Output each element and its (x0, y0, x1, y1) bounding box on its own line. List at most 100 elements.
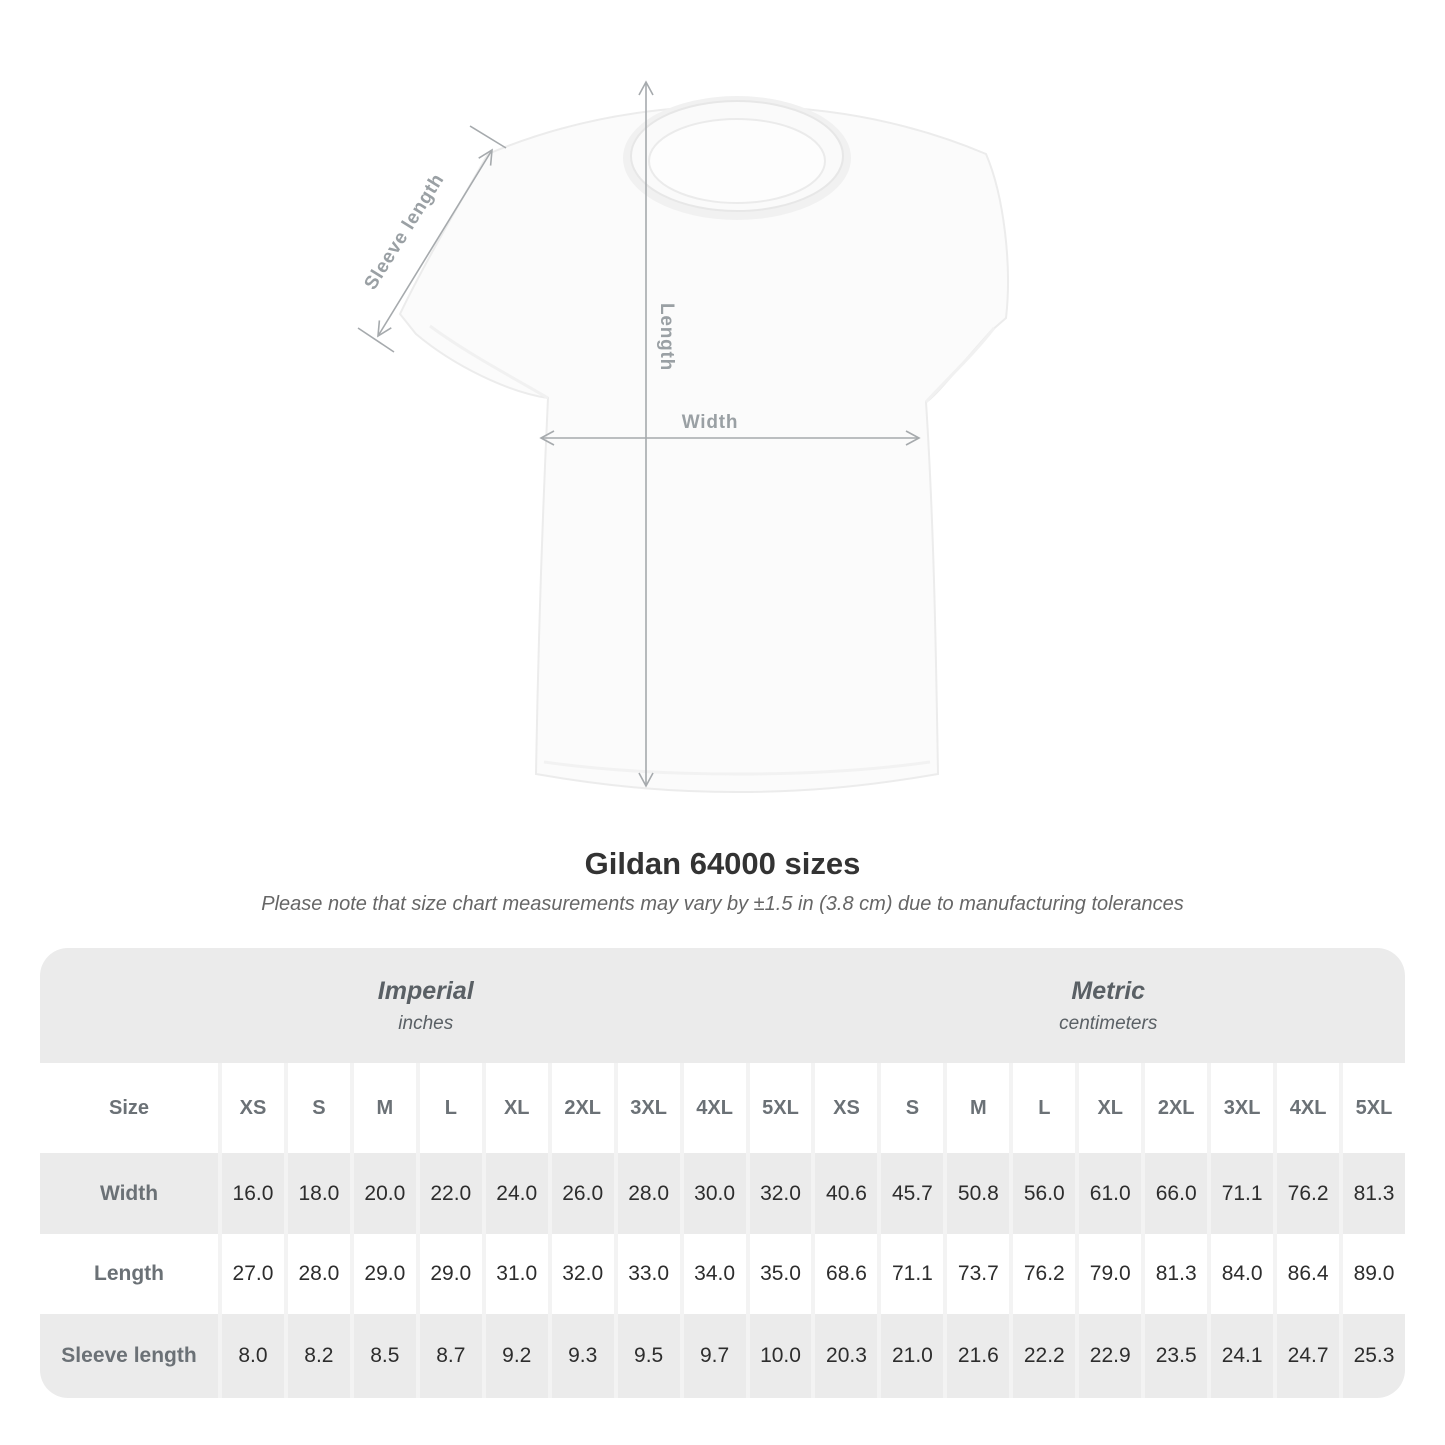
width-imperial-s: 18.0 (283, 1153, 350, 1234)
size-header-imperial-3xl: 3XL (613, 1063, 680, 1153)
length-metric-s: 71.1 (877, 1234, 944, 1314)
size-header-metric-l: L (1009, 1063, 1076, 1153)
width-arrow (539, 430, 921, 446)
sleeve-imperial-s: 8.2 (283, 1314, 350, 1398)
size-header-metric-2xl: 2XL (1141, 1063, 1208, 1153)
length-imperial-xs: 27.0 (218, 1234, 284, 1314)
length-imperial-2xl: 32.0 (547, 1234, 614, 1314)
size-header-imperial-l: L (415, 1063, 482, 1153)
sleeve-metric-xs: 20.3 (811, 1314, 878, 1398)
tolerance-note: Please note that size chart measurements… (261, 893, 1184, 915)
row-label-length: Length (40, 1234, 218, 1314)
sleeve-imperial-l: 8.7 (415, 1314, 482, 1398)
sleeve-metric-m: 21.6 (943, 1314, 1010, 1398)
length-metric-5xl: 89.0 (1339, 1234, 1405, 1314)
length-metric-4xl: 86.4 (1273, 1234, 1340, 1314)
shirt-left-sleeve-seam (429, 324, 549, 400)
shirt-body (398, 104, 1009, 794)
sleeve-metric-3xl: 24.1 (1207, 1314, 1274, 1398)
tshirt-graphic (357, 80, 1009, 794)
width-metric-4xl: 76.2 (1273, 1153, 1340, 1234)
length-metric-xs: 68.6 (811, 1234, 878, 1314)
imperial-unit: inches (398, 1012, 454, 1034)
sleeve-metric-xl: 22.9 (1075, 1314, 1142, 1398)
size-table: Imperial inches Metric centimeters Size … (40, 948, 1405, 1398)
sleeve-imperial-m: 8.5 (349, 1314, 416, 1398)
width-metric-s: 45.7 (877, 1153, 944, 1234)
width-imperial-l: 22.0 (415, 1153, 482, 1234)
sleeve-metric-l: 22.2 (1009, 1314, 1076, 1398)
shirt-right-sleeve-seam (924, 327, 996, 404)
sleeve-metric-s: 21.0 (877, 1314, 944, 1398)
length-imperial-5xl: 35.0 (745, 1234, 812, 1314)
dimension-tick-bottom (357, 327, 395, 353)
width-imperial-5xl: 32.0 (745, 1153, 812, 1234)
sleeve-length-arrow (357, 125, 507, 353)
size-header-metric-m: M (943, 1063, 1010, 1153)
width-metric-xs: 40.6 (811, 1153, 878, 1234)
width-imperial-2xl: 26.0 (547, 1153, 614, 1234)
metric-band: Metric centimeters (811, 948, 1405, 1063)
size-header-imperial-xl: XL (481, 1063, 548, 1153)
width-metric-2xl: 66.0 (1141, 1153, 1208, 1234)
length-metric-l: 76.2 (1009, 1234, 1076, 1314)
size-header-imperial-m: M (349, 1063, 416, 1153)
size-header-imperial-s: S (283, 1063, 350, 1153)
size-header-imperial-5xl: 5XL (745, 1063, 812, 1153)
metric-title: Metric (1071, 976, 1146, 1005)
length-label: Length (656, 302, 677, 372)
width-metric-5xl: 81.3 (1339, 1153, 1405, 1234)
sleeve-metric-4xl: 24.7 (1273, 1314, 1340, 1398)
size-header-metric-5xl: 5XL (1339, 1063, 1405, 1153)
width-metric-m: 50.8 (943, 1153, 1010, 1234)
sleeve-imperial-2xl: 9.3 (547, 1314, 614, 1398)
width-imperial-4xl: 30.0 (679, 1153, 746, 1234)
sleeve-imperial-3xl: 9.5 (613, 1314, 680, 1398)
length-arrow (638, 80, 654, 788)
row-label-sleeve-length: Sleeve length (40, 1314, 218, 1398)
row-label-width: Width (40, 1153, 218, 1234)
shirt-hem-shading (543, 760, 931, 776)
length-imperial-4xl: 34.0 (679, 1234, 746, 1314)
sleeve-metric-5xl: 25.3 (1339, 1314, 1405, 1398)
sleeve-imperial-xl: 9.2 (481, 1314, 548, 1398)
width-imperial-3xl: 28.0 (613, 1153, 680, 1234)
imperial-band: Imperial inches (40, 948, 812, 1063)
length-imperial-m: 29.0 (349, 1234, 416, 1314)
sleeve-metric-2xl: 23.5 (1141, 1314, 1208, 1398)
size-header-imperial-4xl: 4XL (679, 1063, 746, 1153)
width-metric-xl: 61.0 (1075, 1153, 1142, 1234)
length-imperial-l: 29.0 (415, 1234, 482, 1314)
width-metric-l: 56.0 (1009, 1153, 1076, 1234)
size-header-metric-s: S (877, 1063, 944, 1153)
size-header-metric-4xl: 4XL (1273, 1063, 1340, 1153)
width-imperial-m: 20.0 (349, 1153, 416, 1234)
width-imperial-xl: 24.0 (481, 1153, 548, 1234)
sleeve-imperial-5xl: 10.0 (745, 1314, 812, 1398)
size-header-imperial-2xl: 2XL (547, 1063, 614, 1153)
metric-unit: centimeters (1059, 1012, 1158, 1034)
collar-opening (648, 118, 826, 204)
size-column-header: Size (40, 1063, 218, 1153)
size-header-metric-xl: XL (1075, 1063, 1142, 1153)
length-imperial-xl: 31.0 (481, 1234, 548, 1314)
size-header-imperial-xs: XS (218, 1063, 284, 1153)
dimension-tick-top (469, 125, 507, 149)
width-imperial-xs: 16.0 (218, 1153, 284, 1234)
length-metric-m: 73.7 (943, 1234, 1010, 1314)
tshirt-diagram: Sleeve length Length Width (338, 66, 1018, 806)
length-imperial-3xl: 33.0 (613, 1234, 680, 1314)
size-header-metric-xs: XS (811, 1063, 878, 1153)
width-label: Width (681, 412, 739, 433)
sleeve-imperial-4xl: 9.7 (679, 1314, 746, 1398)
length-imperial-s: 28.0 (283, 1234, 350, 1314)
sleeve-imperial-xs: 8.0 (218, 1314, 284, 1398)
width-metric-3xl: 71.1 (1207, 1153, 1274, 1234)
size-header-metric-3xl: 3XL (1207, 1063, 1274, 1153)
length-metric-2xl: 81.3 (1141, 1234, 1208, 1314)
length-metric-xl: 79.0 (1075, 1234, 1142, 1314)
length-metric-3xl: 84.0 (1207, 1234, 1274, 1314)
imperial-title: Imperial (377, 976, 474, 1005)
page-title: Gildan 64000 sizes (584, 846, 861, 881)
